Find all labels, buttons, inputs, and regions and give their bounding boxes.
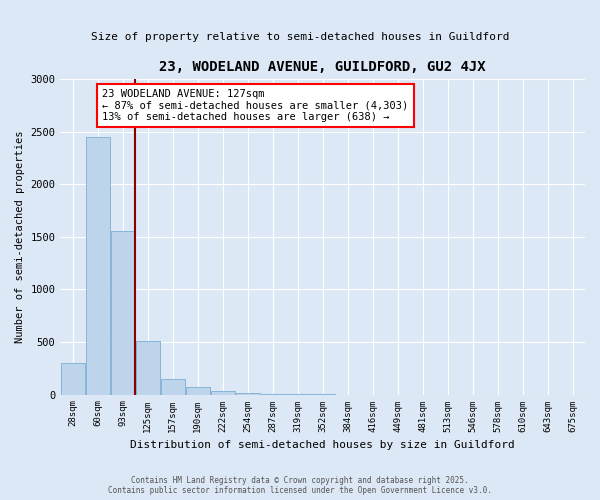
Title: 23, WODELAND AVENUE, GUILDFORD, GU2 4JX: 23, WODELAND AVENUE, GUILDFORD, GU2 4JX (160, 60, 486, 74)
Bar (236, 392, 260, 394)
Text: 23 WODELAND AVENUE: 127sqm
← 87% of semi-detached houses are smaller (4,303)
13%: 23 WODELAND AVENUE: 127sqm ← 87% of semi… (103, 89, 409, 122)
Text: Size of property relative to semi-detached houses in Guildford: Size of property relative to semi-detach… (91, 32, 509, 42)
Bar (161, 379, 185, 394)
Text: Contains HM Land Registry data © Crown copyright and database right 2025.
Contai: Contains HM Land Registry data © Crown c… (108, 476, 492, 495)
Bar (211, 390, 235, 394)
Bar (86, 137, 110, 394)
Bar (186, 388, 209, 394)
Y-axis label: Number of semi-detached properties: Number of semi-detached properties (15, 130, 25, 343)
Bar (136, 341, 160, 394)
Bar (61, 362, 85, 394)
X-axis label: Distribution of semi-detached houses by size in Guildford: Distribution of semi-detached houses by … (130, 440, 515, 450)
Bar (111, 230, 135, 394)
